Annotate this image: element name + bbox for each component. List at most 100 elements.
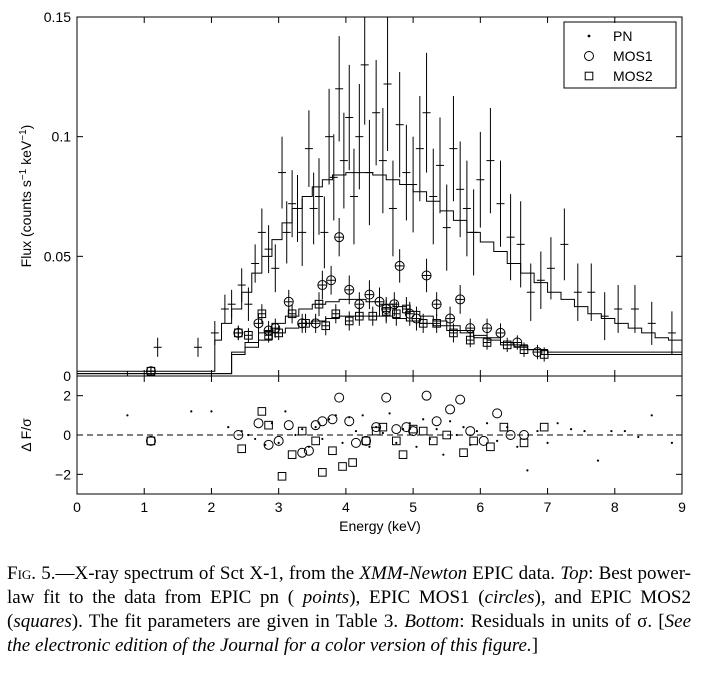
data-point-mos2 bbox=[482, 338, 492, 347]
data-point-mos1 bbox=[364, 289, 375, 300]
data-point-mos2 bbox=[257, 309, 267, 319]
residual-mos2 bbox=[398, 450, 408, 459]
legend-label-mos2: MOS2 bbox=[613, 68, 653, 84]
legend: PN MOS1 MOS2 bbox=[563, 21, 677, 89]
residual-pn bbox=[442, 453, 445, 456]
residual-mos1 bbox=[273, 435, 284, 446]
data-point-mos1 bbox=[334, 232, 345, 243]
top-y-ticks: 0 0.05 0.1 0.15 bbox=[44, 9, 682, 384]
residual-mos1 bbox=[297, 447, 308, 458]
legend-label-mos1: MOS1 bbox=[613, 48, 653, 64]
residual-mos2 bbox=[442, 430, 452, 440]
top-y-axis-label: Flux (counts s−1 keV−1) bbox=[18, 125, 34, 268]
data-point-mos2 bbox=[344, 316, 354, 326]
residual-mos2 bbox=[277, 472, 287, 481]
data-point-mos2 bbox=[392, 309, 401, 319]
residual-pn bbox=[583, 429, 586, 433]
residual-mos1 bbox=[361, 435, 372, 446]
residual-pn bbox=[610, 429, 613, 433]
residual-pn bbox=[190, 410, 193, 413]
residual-pn bbox=[381, 431, 384, 435]
data-point-mos2 bbox=[368, 311, 378, 321]
data-point-mos2 bbox=[314, 299, 324, 309]
data-point-mos1 bbox=[253, 318, 264, 329]
data-point-mos1 bbox=[389, 299, 400, 310]
residual-mos2 bbox=[257, 407, 267, 416]
x-tick-label: 3 bbox=[275, 499, 283, 515]
residual-pn bbox=[462, 426, 465, 429]
figure-caption: Fig. 5.—X-ray spectrum of Sct X-1, from … bbox=[7, 563, 692, 656]
data-point-mos1 bbox=[512, 337, 523, 348]
x-axis-label: Energy (keV) bbox=[339, 518, 421, 534]
data-point-mos2 bbox=[402, 304, 411, 314]
residual-pn bbox=[341, 441, 344, 444]
data-point-mos1 bbox=[465, 323, 476, 334]
residual-pn bbox=[670, 441, 674, 444]
bottom-panel: −2 0 2 0 1 2 3 4 5 6 7 8 9 Energy (keV) Δ F/σ bbox=[18, 17, 686, 534]
residual-pn bbox=[475, 429, 479, 433]
top-data-marks bbox=[123, 17, 676, 377]
data-point-mos1 bbox=[310, 318, 321, 329]
residual-mos1 bbox=[253, 418, 264, 429]
data-point-mos2 bbox=[502, 340, 512, 350]
data-point-mos1 bbox=[455, 294, 466, 305]
data-point-mos1 bbox=[482, 323, 493, 334]
residual-pn bbox=[210, 410, 213, 413]
data-point-mos2 bbox=[432, 319, 441, 328]
residual-mos2 bbox=[361, 436, 371, 446]
y-tick-label: 0.15 bbox=[44, 9, 71, 25]
data-point-mos1 bbox=[326, 275, 337, 286]
residual-pn bbox=[637, 435, 640, 439]
residual-mos1 bbox=[310, 420, 321, 431]
bottom-y-axis-label: Δ F/σ bbox=[18, 418, 34, 452]
residual-mos2 bbox=[338, 462, 347, 471]
residual-pn bbox=[435, 428, 438, 431]
data-point-mos1 bbox=[495, 327, 506, 338]
data-point-mos2 bbox=[244, 331, 253, 340]
residual-mos1 bbox=[327, 414, 338, 425]
residual-pn bbox=[526, 469, 529, 472]
data-point-mos2 bbox=[539, 350, 549, 359]
residual-pn bbox=[314, 426, 317, 429]
residual-y-tick-label: −2 bbox=[55, 466, 71, 482]
data-point-mos1 bbox=[344, 284, 355, 295]
residual-mos1 bbox=[431, 416, 442, 427]
residual-mos1 bbox=[371, 422, 382, 433]
residual-mos1 bbox=[492, 408, 503, 419]
residual-pn bbox=[422, 418, 425, 421]
x-tick-label: 1 bbox=[140, 499, 148, 515]
residual-pn bbox=[569, 428, 573, 431]
x-tick-label: 5 bbox=[409, 499, 417, 515]
residual-pn bbox=[546, 441, 549, 444]
x-tick-label: 0 bbox=[73, 499, 81, 515]
residual-pn bbox=[448, 420, 452, 423]
x-tick-label: 6 bbox=[476, 499, 484, 515]
data-point-mos2 bbox=[234, 328, 243, 338]
residual-mos1 bbox=[381, 392, 392, 403]
data-point-mos1 bbox=[283, 296, 294, 307]
residual-mos2 bbox=[297, 426, 307, 436]
residual-mos2 bbox=[408, 424, 418, 434]
legend-marker-mos1 bbox=[584, 51, 594, 61]
residual-mos1 bbox=[350, 437, 361, 448]
model-line-mos2 bbox=[77, 315, 682, 375]
residual-pn bbox=[388, 412, 391, 415]
data-point-mos2 bbox=[146, 366, 156, 376]
residual-mos2 bbox=[519, 438, 529, 448]
residual-y-tick-label: 2 bbox=[63, 388, 71, 404]
residual-pn bbox=[650, 414, 653, 417]
residual-mos1 bbox=[283, 420, 294, 431]
y-tick-label: 0 bbox=[63, 368, 71, 384]
residual-pn bbox=[327, 418, 331, 421]
residual-mos2 bbox=[392, 436, 401, 446]
y-tick-label: 0.1 bbox=[52, 129, 72, 145]
data-point-mos2 bbox=[449, 328, 458, 338]
legend-label-pn: PN bbox=[613, 28, 632, 44]
residual-mos2 bbox=[348, 458, 357, 467]
top-panel: 0 0.05 0.1 0.15 PN MOS1 MOS2 Flux (counts s−1… bbox=[18, 9, 683, 384]
residual-mos1 bbox=[478, 435, 489, 446]
residual-pn bbox=[496, 439, 499, 442]
residual-pn bbox=[321, 437, 324, 441]
legend-marker-pn bbox=[587, 34, 591, 38]
residual-pn bbox=[516, 445, 519, 448]
